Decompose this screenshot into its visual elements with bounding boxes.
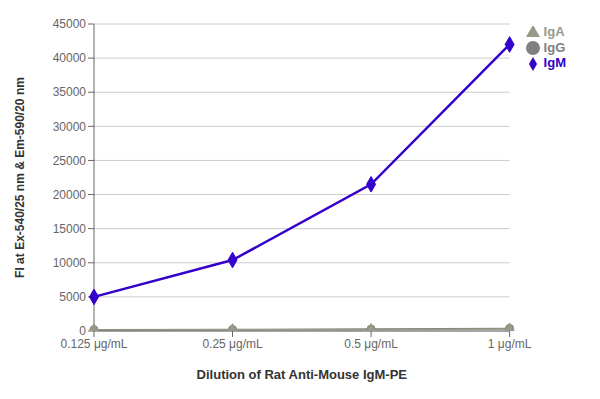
svg-text:0.5 μg/mL: 0.5 μg/mL xyxy=(344,337,398,351)
svg-text:35000: 35000 xyxy=(53,85,87,99)
svg-text:0.25 μg/mL: 0.25 μg/mL xyxy=(202,337,263,351)
svg-text:0: 0 xyxy=(79,324,86,338)
html-text:IgG: IgG xyxy=(543,39,566,55)
svg-text:FI at Ex-540/25 nm & Em-590/20: FI at Ex-540/25 nm & Em-590/20 nm xyxy=(13,77,27,278)
svg-text:Dilution of Rat Anti-Mouse IgM: Dilution of Rat Anti-Mouse IgM-PE xyxy=(197,367,408,382)
svg-text:10000: 10000 xyxy=(53,256,87,270)
html-text:IgM: IgM xyxy=(543,55,566,71)
svg-text:5000: 5000 xyxy=(59,290,86,304)
svg-text:40000: 40000 xyxy=(53,51,87,65)
svg-text:45000: 45000 xyxy=(53,17,87,31)
svg-text:30000: 30000 xyxy=(53,120,87,134)
svg-text:15000: 15000 xyxy=(53,222,87,236)
svg-text:20000: 20000 xyxy=(53,188,87,202)
svg-text:0.125 μg/mL: 0.125 μg/mL xyxy=(61,337,128,351)
svg-text:25000: 25000 xyxy=(53,154,87,168)
html-text:IgA: IgA xyxy=(543,24,565,39)
svg-text:1 μg/mL: 1 μg/mL xyxy=(488,337,532,351)
